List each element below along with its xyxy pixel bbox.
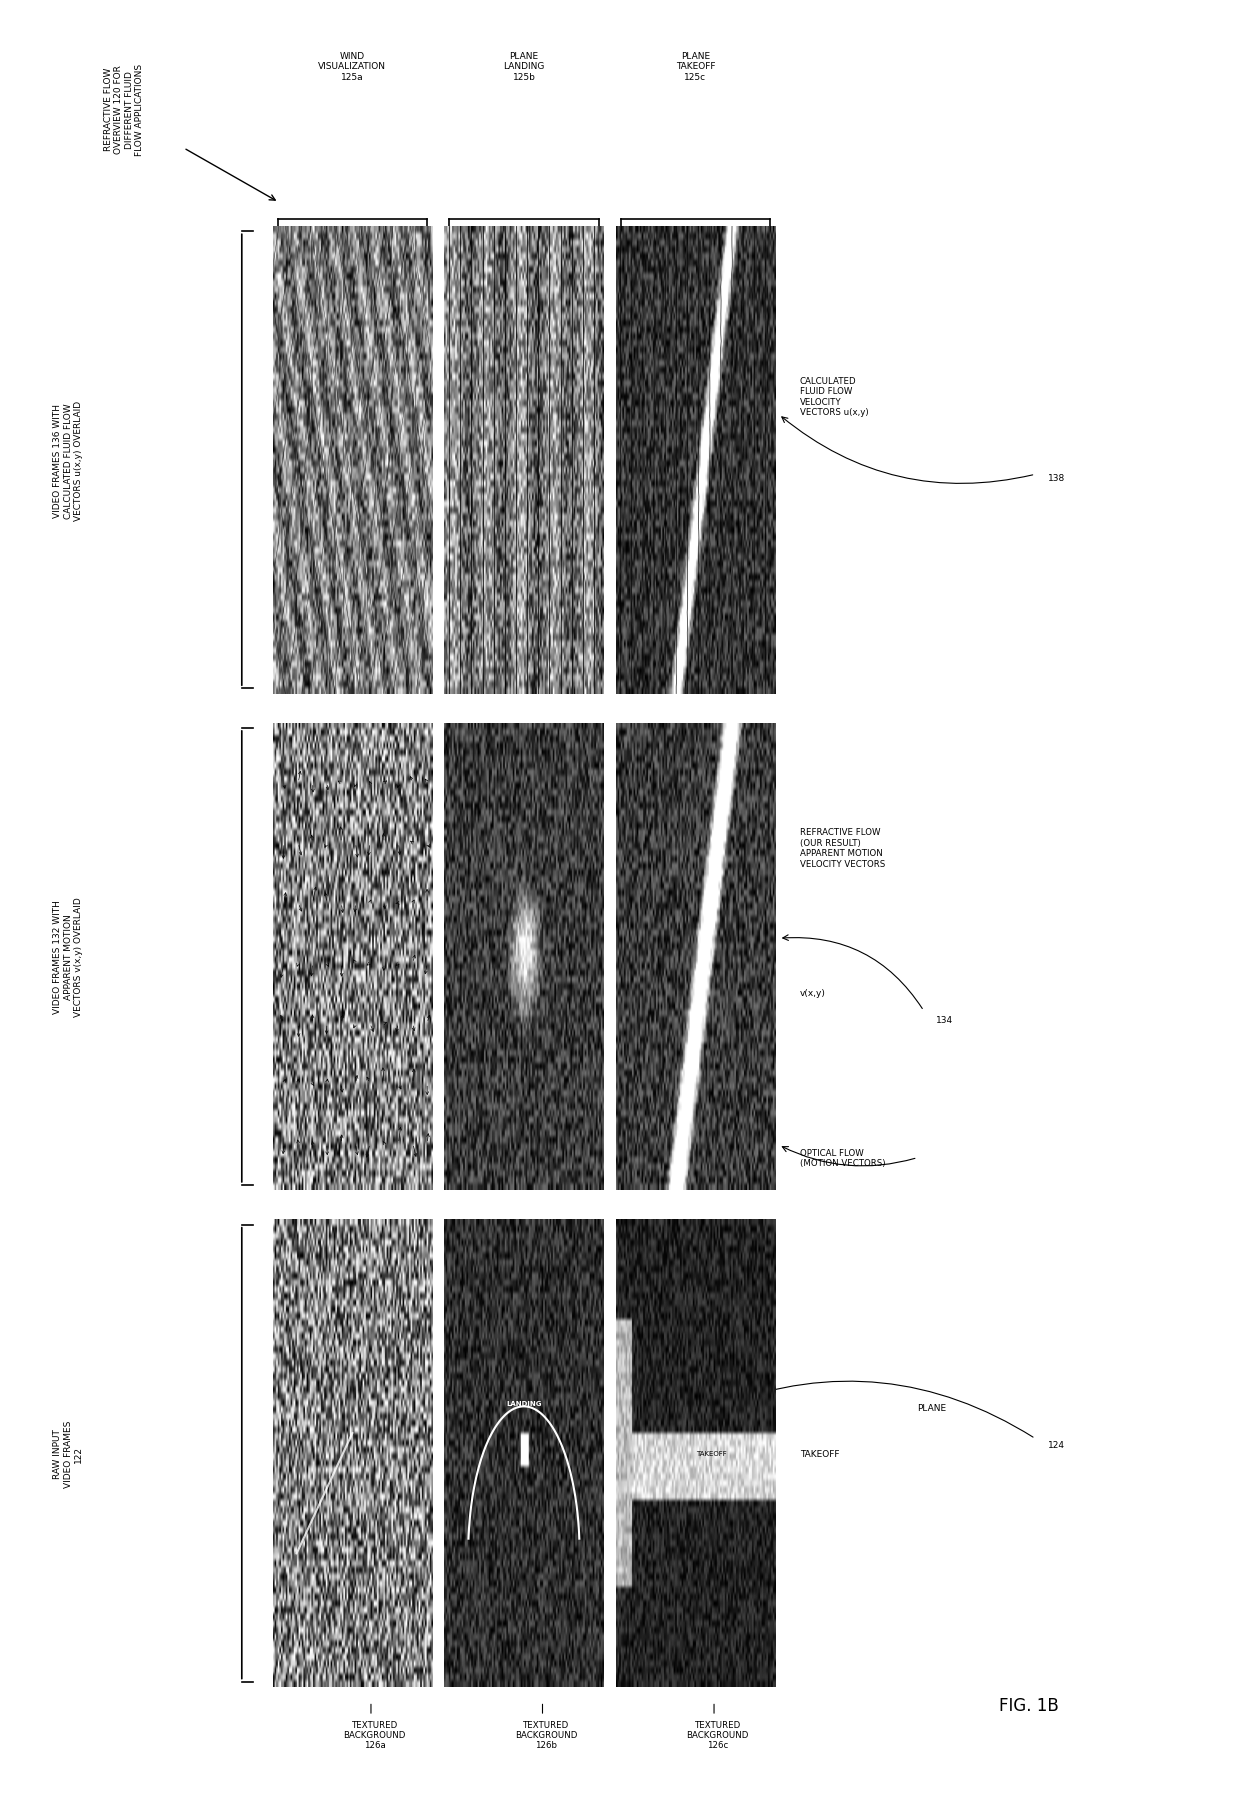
Text: WIND: WIND (340, 1426, 365, 1435)
Text: VIDEO FRAMES 132 WITH
APPARENT MOTION
VECTORS v(x,y) OVERLAID: VIDEO FRAMES 132 WITH APPARENT MOTION VE… (53, 898, 83, 1016)
Text: TAKEOFF: TAKEOFF (800, 1449, 839, 1458)
Text: LANDING: LANDING (506, 1400, 542, 1406)
Text: TAKEOFF: TAKEOFF (696, 1451, 727, 1457)
Text: TEXTURED
BACKGROUND
126a: TEXTURED BACKGROUND 126a (343, 1720, 405, 1749)
Text: PLANE
TAKEOFF
125c: PLANE TAKEOFF 125c (676, 53, 715, 82)
Text: PLANE: PLANE (918, 1404, 946, 1413)
Text: 134: 134 (936, 1016, 954, 1025)
Text: 138: 138 (1048, 473, 1065, 483)
Text: CALCULATED
FLUID FLOW
VELOCITY
VECTORS u(x,y): CALCULATED FLUID FLOW VELOCITY VECTORS u… (800, 377, 868, 417)
Text: TEXTURED
BACKGROUND
126c: TEXTURED BACKGROUND 126c (687, 1720, 749, 1749)
Text: WIND
VISUALIZATION
125a: WIND VISUALIZATION 125a (319, 53, 387, 82)
Text: TEXTURED
BACKGROUND
126b: TEXTURED BACKGROUND 126b (515, 1720, 578, 1749)
Text: 124: 124 (1048, 1440, 1065, 1449)
Text: PLANE
LANDING
125b: PLANE LANDING 125b (503, 53, 544, 82)
Text: RAW INPUT
VIDEO FRAMES
122: RAW INPUT VIDEO FRAMES 122 (53, 1420, 83, 1487)
Text: OPTICAL FLOW
(MOTION VECTORS): OPTICAL FLOW (MOTION VECTORS) (800, 1148, 885, 1168)
Text: REFRACTIVE FLOW
(OUR RESULT)
APPARENT MOTION
VELOCITY VECTORS: REFRACTIVE FLOW (OUR RESULT) APPARENT MO… (800, 827, 885, 869)
Text: VIDEO FRAMES 136 WITH
CALCULATED FLUID FLOW
VECTORS u(x,y) OVERLAID: VIDEO FRAMES 136 WITH CALCULATED FLUID F… (53, 401, 83, 521)
Text: REFRACTIVE FLOW
OVERVIEW 120 FOR
DIFFERENT FLUID
FLOW APPLICATIONS: REFRACTIVE FLOW OVERVIEW 120 FOR DIFFERE… (104, 63, 144, 156)
Text: FIG. 1B: FIG. 1B (999, 1696, 1059, 1714)
Text: v(x,y): v(x,y) (800, 989, 826, 998)
